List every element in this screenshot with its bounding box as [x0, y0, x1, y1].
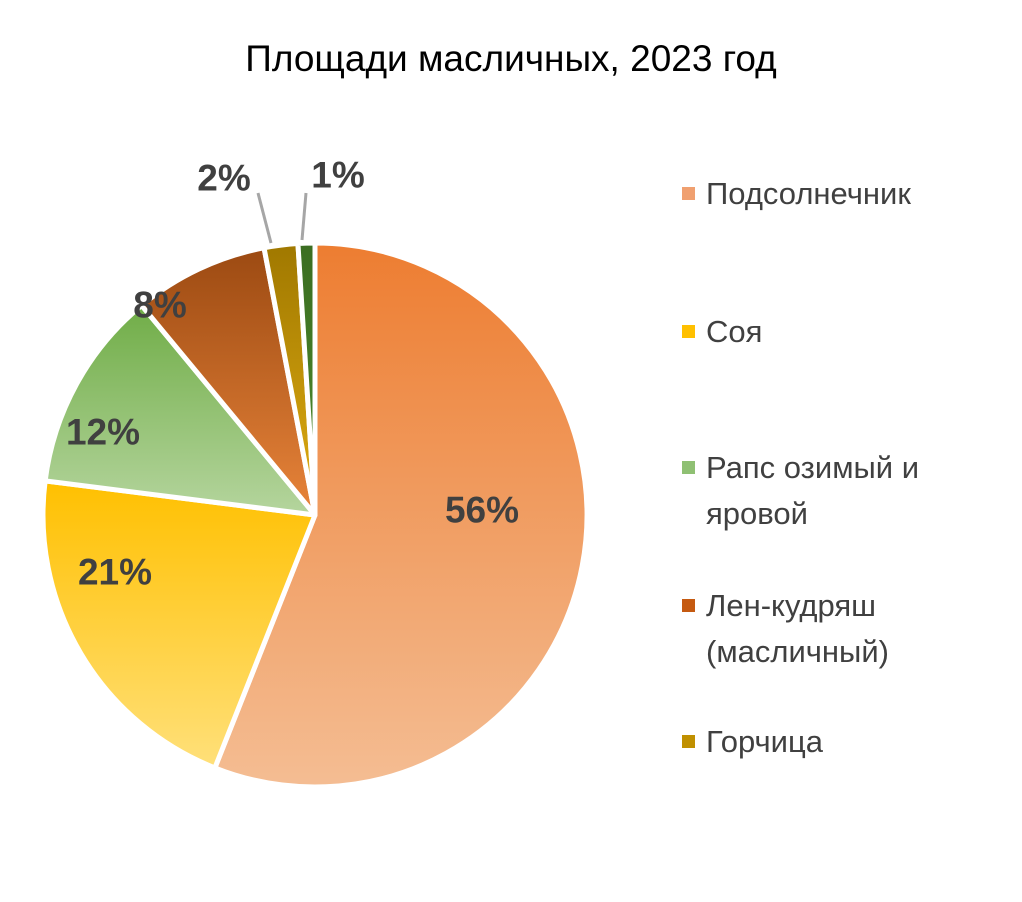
legend-label-line: (масличный) [706, 634, 889, 669]
legend-label-line: Горчица [706, 724, 823, 759]
legend-label-line: яровой [706, 496, 808, 531]
data-label-2: 21% [78, 552, 152, 593]
pie-slice-4 [139, 245, 318, 518]
data-label-1: 56% [445, 490, 519, 531]
legend-label-line: Лен-кудряш [706, 588, 877, 623]
legend-label: Соя [706, 309, 1006, 355]
legend-swatch [682, 461, 695, 474]
legend-swatch [682, 599, 695, 612]
leader-line-6 [300, 192, 308, 241]
legend-swatch [682, 325, 695, 338]
data-label-6: 1% [311, 155, 364, 196]
data-label-3: 12% [66, 412, 140, 453]
data-label-5: 2% [197, 158, 250, 199]
legend-label-line: Рапс озимый и [706, 450, 920, 485]
data-labels-group: 56% 21% 12% 8% 2% 1% [66, 155, 519, 593]
legend-label-line: Подсолнечник [706, 176, 911, 211]
pie-slice-2 [40, 478, 318, 771]
pie-slices-group [40, 240, 590, 790]
leader-lines-group [256, 192, 308, 244]
pie-slice-3 [42, 302, 318, 518]
legend-label: Рапс озимый и яровой [706, 445, 1006, 537]
legend-swatch [682, 735, 695, 748]
chart-title: Площади масличных, 2023 год [245, 38, 777, 79]
legend-swatch [682, 187, 695, 200]
legend-label: Подсолнечник [706, 171, 1006, 217]
pie-slice-1 [212, 240, 590, 790]
data-label-4: 8% [133, 285, 186, 326]
legend-label-line: Соя [706, 314, 763, 349]
pie-slice-6 [295, 240, 318, 518]
legend-label: Лен-кудряш (масличный) [706, 583, 1006, 675]
leader-line-5 [256, 192, 273, 244]
legend-label: Горчица [706, 719, 1006, 765]
